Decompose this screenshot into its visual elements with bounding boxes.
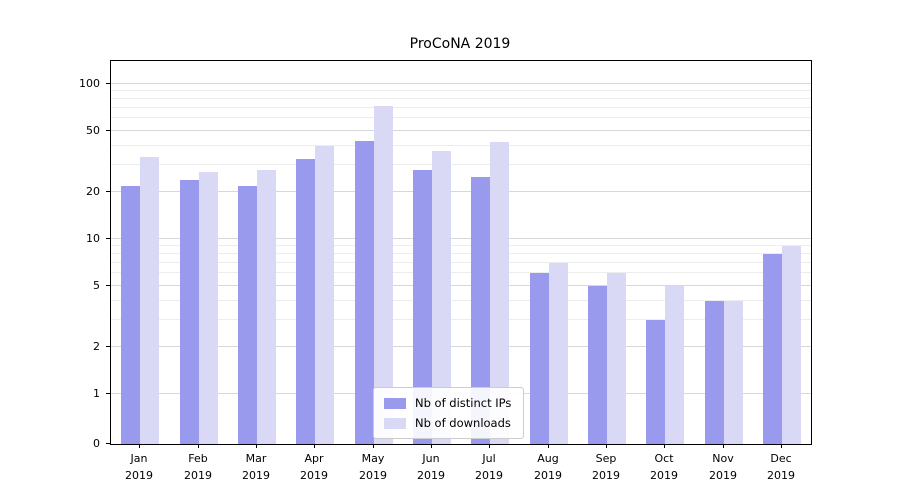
x-tick-label: Jul 2019	[475, 452, 503, 482]
bar-nb-of-distinct-ips	[530, 273, 549, 444]
minor-gridline	[111, 164, 811, 166]
minor-gridline	[111, 299, 811, 301]
minor-gridline	[111, 117, 811, 119]
bar-nb-of-distinct-ips	[180, 180, 199, 444]
bar-nb-of-downloads	[549, 263, 568, 444]
bar-nb-of-downloads	[724, 301, 743, 444]
x-tick-label: May 2019	[359, 452, 387, 482]
y-tick-label: 1	[93, 387, 100, 400]
x-tick-mark	[489, 444, 490, 448]
minor-gridline	[111, 272, 811, 274]
y-tick-label: 10	[86, 232, 100, 245]
x-tick-label: Mar 2019	[242, 452, 270, 482]
legend-swatch-nb-of-downloads	[384, 417, 406, 429]
bar-nb-of-downloads	[315, 146, 334, 444]
y-tick-mark	[106, 393, 110, 394]
y-tick-label: 100	[79, 77, 100, 90]
major-gridline	[111, 284, 811, 286]
x-tick-label: Jun 2019	[417, 452, 445, 482]
x-tick-mark	[256, 444, 257, 448]
chart-title: ProCoNA 2019	[409, 36, 511, 52]
x-tick-mark	[373, 444, 374, 448]
minor-gridline	[111, 98, 811, 100]
bar-nb-of-distinct-ips	[588, 286, 607, 444]
bar-nb-of-distinct-ips	[471, 177, 490, 444]
bar-nb-of-downloads	[490, 142, 509, 444]
bar-nb-of-distinct-ips	[355, 141, 374, 444]
x-tick-label: Aug 2019	[534, 452, 562, 482]
bar-nb-of-downloads	[199, 172, 218, 444]
y-tick-label: 20	[86, 185, 100, 199]
y-tick-mark	[106, 83, 110, 84]
x-tick-mark	[314, 444, 315, 448]
minor-gridline	[111, 107, 811, 109]
bar-nb-of-distinct-ips	[705, 301, 724, 444]
minor-gridline	[111, 90, 811, 92]
y-tick-label: 2	[93, 340, 100, 354]
x-tick-label: Apr 2019	[300, 452, 328, 482]
y-tick-mark	[106, 129, 110, 131]
legend-row: Nb of downloads	[384, 416, 511, 430]
bar-nb-of-distinct-ips	[646, 320, 665, 444]
x-tick-label: Jan 2019	[125, 452, 153, 482]
y-tick-mark	[106, 443, 110, 444]
x-tick-mark	[139, 444, 140, 448]
x-tick-mark	[606, 444, 607, 448]
major-gridline	[111, 346, 811, 348]
bar-nb-of-downloads	[432, 151, 451, 444]
major-gridline	[111, 83, 811, 84]
plot-area: Nb of distinct IPs Nb of downloads	[110, 60, 812, 445]
x-tick-label: Feb 2019	[184, 452, 212, 482]
x-tick-mark	[198, 444, 199, 448]
y-tick-mark	[106, 346, 110, 348]
x-tick-label: Dec 2019	[767, 452, 795, 482]
bar-nb-of-downloads	[782, 246, 801, 444]
y-tick-mark	[106, 191, 110, 193]
bar-nb-of-downloads	[665, 286, 684, 444]
y-tick-mark	[106, 284, 110, 286]
x-tick-mark	[723, 444, 724, 448]
minor-gridline	[111, 144, 811, 146]
x-tick-mark	[781, 444, 782, 448]
legend-label: Nb of downloads	[415, 416, 511, 430]
minor-gridline	[111, 245, 811, 247]
major-gridline	[111, 191, 811, 193]
bar-nb-of-downloads	[374, 106, 393, 444]
x-tick-label: Sep 2019	[592, 452, 620, 482]
bar-nb-of-downloads	[257, 170, 276, 444]
y-tick-label: 50	[86, 123, 100, 137]
legend-label: Nb of distinct IPs	[415, 396, 512, 410]
bar-nb-of-distinct-ips	[121, 186, 140, 444]
bar-nb-of-downloads	[607, 273, 626, 444]
minor-gridline	[111, 319, 811, 321]
minor-gridline	[111, 253, 811, 255]
y-tick-label: 0	[93, 437, 100, 450]
x-tick-mark	[431, 444, 432, 448]
bar-nb-of-distinct-ips	[763, 254, 782, 444]
x-tick-label: Nov 2019	[709, 452, 737, 482]
legend-swatch-nb-of-distinct-ips	[384, 397, 406, 409]
bar-nb-of-distinct-ips	[296, 159, 315, 444]
y-tick-mark	[106, 238, 110, 239]
major-gridline	[111, 238, 811, 239]
x-tick-label: Oct 2019	[650, 452, 678, 482]
bar-nb-of-distinct-ips	[238, 186, 257, 444]
legend: Nb of distinct IPs Nb of downloads	[373, 387, 525, 439]
minor-gridline	[111, 262, 811, 264]
legend-row: Nb of distinct IPs	[384, 396, 511, 410]
x-tick-mark	[548, 444, 549, 448]
bar-nb-of-downloads	[140, 157, 159, 444]
major-gridline	[111, 129, 811, 131]
x-tick-mark	[664, 444, 665, 448]
bar-nb-of-distinct-ips	[413, 170, 432, 444]
y-tick-label: 5	[93, 278, 100, 292]
